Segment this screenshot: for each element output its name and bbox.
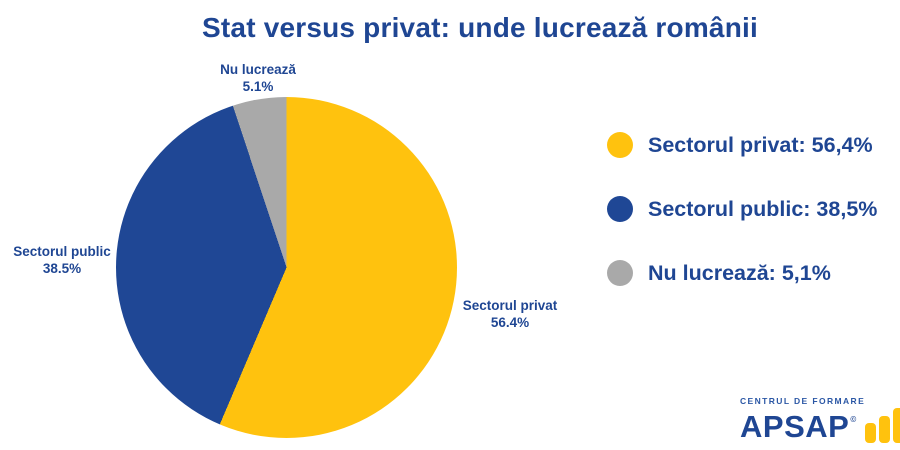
legend-item-label: Sectorul public: 38,5% — [648, 196, 878, 221]
pie-label-name: Sectorul privat — [462, 298, 558, 313]
logo-row: APSAP © — [740, 407, 900, 445]
legend-dot-icon — [607, 196, 633, 222]
pie-label-value: 56.4% — [490, 315, 530, 330]
legend-dot-icon — [607, 260, 633, 286]
pie-label-value: 38.5% — [42, 261, 82, 276]
logo-wordmark: APSAP — [740, 409, 850, 445]
legend-item-label: Sectorul privat: 56,4% — [648, 132, 873, 157]
pie-label-name: Nu lucrează — [220, 62, 296, 77]
legend-item-label: Nu lucrează: 5,1% — [648, 260, 831, 285]
logo-tagline: CENTRUL DE FORMARE — [740, 396, 866, 406]
pie-label-value: 5.1% — [242, 79, 274, 94]
bar-icon-medium — [879, 416, 891, 443]
legend-item-nu-lucreaza: Nu lucrează: 5,1% — [607, 248, 877, 298]
bar-icon-large — [893, 408, 900, 443]
legend: Sectorul privat: 56,4% Sectorul public: … — [607, 120, 877, 312]
trademark-icon: © — [850, 415, 857, 424]
legend-item-sectorul-public: Sectorul public: 38,5% — [607, 184, 877, 234]
pie-label-name: Sectorul public — [13, 244, 111, 259]
bar-chart-icon — [865, 408, 900, 443]
pie-chart — [116, 97, 457, 438]
pie-label-sectorul-public: Sectorul public 38.5% — [0, 243, 128, 277]
bar-icon-small — [865, 423, 877, 443]
apsap-logo: CENTRUL DE FORMARE APSAP © — [740, 396, 900, 445]
legend-item-sectorul-privat: Sectorul privat: 56,4% — [607, 120, 877, 170]
pie-label-sectorul-privat: Sectorul privat 56.4% — [444, 297, 576, 331]
pie-label-nu-lucreaza: Nu lucrează 5.1% — [192, 61, 324, 95]
chart-title: Stat versus privat: unde lucrează români… — [202, 12, 758, 43]
legend-dot-icon — [607, 132, 633, 158]
